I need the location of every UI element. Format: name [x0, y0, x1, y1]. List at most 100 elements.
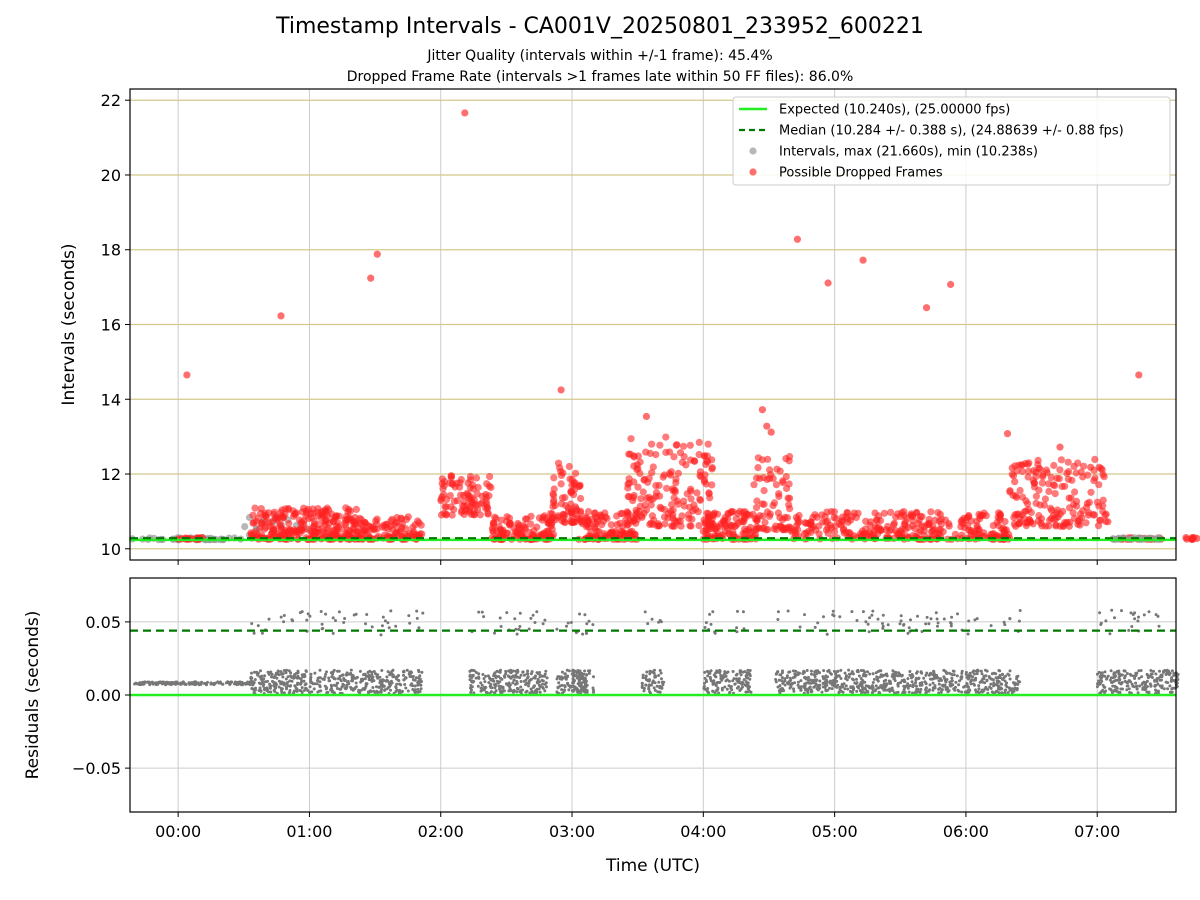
residual-point	[822, 615, 825, 619]
residual-point	[277, 685, 281, 689]
residual-point	[514, 682, 517, 686]
residual-point	[657, 620, 661, 624]
residual-point	[920, 630, 924, 633]
residual-point	[526, 669, 530, 673]
interval-point	[323, 526, 331, 534]
interval-point	[1045, 487, 1053, 495]
interval-point	[547, 509, 555, 517]
residual-point	[744, 690, 748, 694]
dropped-frame-point	[922, 304, 931, 312]
residual-point	[137, 682, 141, 685]
residual-point	[308, 685, 312, 689]
residual-point	[816, 621, 820, 625]
residual-point	[513, 617, 517, 621]
residual-point	[507, 669, 511, 673]
interval-point	[276, 522, 284, 530]
residual-point	[581, 632, 585, 636]
residual-point	[592, 675, 595, 679]
residual-point	[844, 684, 848, 688]
residual-point	[545, 676, 549, 680]
residual-point	[818, 679, 822, 683]
residual-point	[744, 674, 748, 678]
interval-point	[772, 481, 781, 489]
residual-point	[741, 681, 745, 685]
residual-point	[313, 682, 317, 686]
interval-point	[601, 509, 609, 517]
residual-point	[904, 684, 908, 688]
residual-point	[179, 682, 183, 686]
residual-point	[949, 621, 952, 625]
residual-point	[931, 681, 935, 685]
residual-point	[394, 686, 398, 690]
residual-point	[908, 684, 912, 687]
residual-point	[652, 686, 656, 690]
residual-point	[303, 683, 307, 687]
residual-point	[902, 688, 906, 691]
residual-point	[861, 610, 865, 614]
residual-point	[728, 691, 731, 695]
interval-point	[638, 512, 646, 520]
residual-point	[832, 681, 836, 685]
residual-point	[737, 677, 741, 681]
residual-point	[472, 691, 476, 695]
interval-point	[641, 475, 649, 483]
residual-point	[779, 679, 783, 682]
residual-point	[361, 687, 365, 691]
interval-point	[770, 499, 779, 507]
residual-point	[920, 683, 924, 687]
residual-point	[483, 688, 486, 692]
residual-point	[776, 685, 780, 689]
interval-point	[996, 510, 1004, 518]
interval-point	[785, 480, 793, 488]
interval-point	[779, 479, 787, 487]
residual-point	[965, 682, 969, 686]
residual-point	[472, 669, 476, 673]
interval-point	[852, 513, 860, 522]
residual-point	[984, 668, 987, 672]
interval-point	[706, 494, 714, 502]
interval-point	[708, 465, 716, 473]
residual-point	[960, 690, 964, 694]
residual-point	[855, 685, 859, 689]
residual-point	[313, 671, 317, 675]
residual-point	[858, 683, 862, 687]
residual-point	[352, 613, 356, 617]
interval-point	[957, 523, 965, 531]
residual-point	[915, 687, 919, 691]
residual-point	[938, 686, 942, 690]
residual-point	[1013, 682, 1017, 685]
residual-point	[270, 672, 274, 676]
residual-point	[980, 672, 984, 676]
interval-point	[1065, 468, 1073, 476]
residual-point	[924, 688, 927, 692]
residual-point	[345, 686, 349, 690]
residual-point	[871, 672, 875, 676]
interval-point	[693, 489, 701, 497]
interval-point	[293, 529, 301, 537]
interval-point	[311, 527, 319, 536]
residual-point	[736, 609, 739, 613]
residual-point	[319, 610, 323, 613]
residual-point	[1126, 681, 1130, 685]
residual-point	[275, 676, 279, 680]
interval-point	[892, 513, 900, 521]
residual-point	[587, 671, 591, 675]
residual-point	[896, 674, 899, 678]
residual-point	[788, 679, 791, 683]
residual-point	[299, 682, 303, 686]
interval-point	[1082, 519, 1090, 527]
residual-point	[908, 670, 912, 673]
interval-point	[1011, 478, 1019, 486]
interval-point	[663, 484, 671, 492]
residual-point	[1001, 677, 1004, 681]
residual-point	[388, 683, 392, 687]
interval-point	[540, 529, 548, 537]
interval-point	[561, 493, 569, 502]
interval-point	[550, 491, 558, 499]
residual-point	[282, 691, 286, 695]
residual-point	[847, 675, 851, 679]
residual-point	[1111, 684, 1115, 688]
residual-point	[183, 681, 186, 685]
interval-point	[576, 508, 585, 517]
interval-point	[761, 518, 769, 527]
